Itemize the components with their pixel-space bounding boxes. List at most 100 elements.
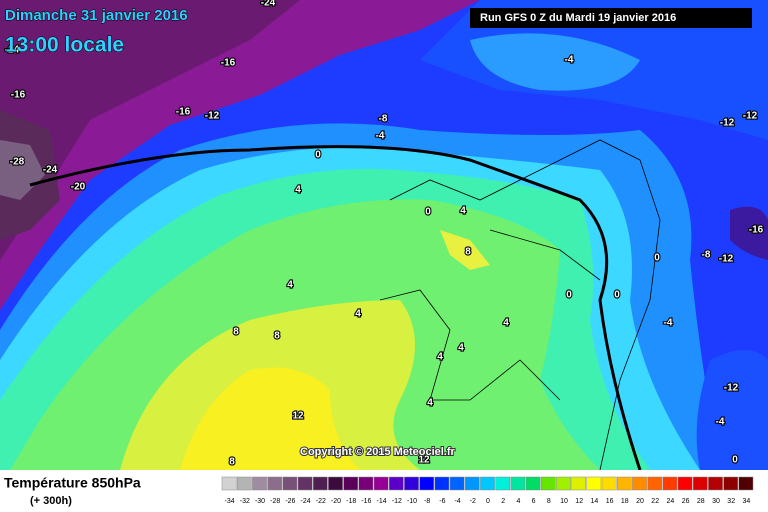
color-scale: -34 -32 -30 -28 -26 -24 -22 -20 -18 -16 -14 -12 -10-… <box>221 476 754 505</box>
contour-label: 12 <box>418 455 430 466</box>
scale-label: 26 <box>682 498 690 505</box>
scale-label: 30 <box>712 498 720 505</box>
date: Dimanche 31 janvier 2016 <box>5 7 188 24</box>
scale-label: -24 <box>301 498 311 505</box>
contour-label: 4 <box>503 318 509 329</box>
scale-swatch <box>252 476 267 491</box>
scale-swatch <box>419 476 435 491</box>
scale-label: -34 <box>225 498 235 505</box>
time: 13:00 locale <box>5 34 124 57</box>
scale-label: 28 <box>697 498 705 505</box>
scale-label: 34 <box>743 498 751 505</box>
contour-label: -16 <box>176 107 191 118</box>
scale-swatch <box>328 476 343 491</box>
scale-swatch <box>221 476 237 491</box>
scale-label: -16 <box>361 498 371 505</box>
scale-label: 32 <box>727 498 735 505</box>
scale-swatch <box>282 476 298 491</box>
contour-label: 4 <box>287 280 293 291</box>
footer-subtitle: (+ 300h) <box>30 495 72 507</box>
scale-label: -10 <box>407 498 417 505</box>
contour-label: -24 <box>261 0 276 9</box>
scale-swatch <box>464 476 480 491</box>
scale-swatch <box>510 476 526 491</box>
scale-swatch <box>525 476 541 491</box>
contour-label: 0 <box>315 150 321 161</box>
contour-label: -24 <box>5 45 20 56</box>
contour-label: 4 <box>427 398 433 409</box>
scale-label: 20 <box>636 498 644 505</box>
contour-label: -16 <box>221 58 236 69</box>
scale-swatch <box>586 476 602 491</box>
scale-label: -22 <box>316 498 326 505</box>
scale-swatch <box>616 476 632 491</box>
scale-label: -32 <box>240 498 250 505</box>
scale-swatch <box>571 476 587 491</box>
contour-label: 8 <box>229 457 235 468</box>
contour-label: 0 <box>614 290 620 301</box>
scale-label: -6 <box>439 498 445 505</box>
scale-swatch <box>480 476 495 491</box>
scale-label: 10 <box>560 498 568 505</box>
scale-label: 4 <box>516 498 520 505</box>
scale-swatch <box>236 476 252 491</box>
contour-label: -12 <box>719 254 734 265</box>
contour-label: 4 <box>458 343 464 354</box>
scale-swatch <box>297 476 313 491</box>
scale-swatch <box>677 476 693 491</box>
contour-label: -28 <box>10 157 25 168</box>
contour-labels: -24 -16 -28 -24 -20 -16 -12 -16 -24 -8 -4 0 4 4 0 8 4 4 8 8… <box>4 0 765 469</box>
scale-swatch <box>632 476 647 491</box>
run-info: Run GFS 0 Z du Mardi 19 janvier 2016 <box>480 12 676 24</box>
scale-label: -14 <box>377 498 387 505</box>
scale-swatch <box>404 476 419 491</box>
contour-label: -12 <box>205 111 220 122</box>
contour-label: -8 <box>702 250 711 261</box>
scale-label: 24 <box>667 498 675 505</box>
contour-label: -16 <box>11 90 26 101</box>
contour-label: 8 <box>274 331 280 342</box>
scale-label: -20 <box>331 498 341 505</box>
contour-label: 4 <box>295 185 301 196</box>
contour-label: -4 <box>664 318 673 329</box>
scale-swatch <box>738 476 754 491</box>
contour-label: -4 <box>565 55 574 66</box>
scale-swatch <box>692 476 708 491</box>
scale-label: 22 <box>651 498 659 505</box>
scale-label: -28 <box>270 498 280 505</box>
scale-label: 0 <box>486 498 490 505</box>
footer-title: Température 850hPa <box>4 475 141 491</box>
scale-swatch <box>343 476 359 491</box>
contour-label: 4 <box>355 309 361 320</box>
scale-label: 12 <box>575 498 583 505</box>
scale-label: -30 <box>255 498 265 505</box>
contour-label: -24 <box>43 165 58 176</box>
temperature-field <box>0 0 768 471</box>
scale-label: -12 <box>392 498 402 505</box>
scale-swatch <box>373 476 389 491</box>
contour-label: -8 <box>379 114 388 125</box>
scale-label: 16 <box>606 498 614 505</box>
scale-swatch <box>662 476 678 491</box>
scale-swatch <box>708 476 723 491</box>
copyright: Copyright © 2015 Meteociel.fr <box>300 446 456 458</box>
contour-label: 0 <box>425 207 431 218</box>
scale-label: -4 <box>454 498 460 505</box>
contour-label: 8 <box>233 327 239 338</box>
scale-label: -18 <box>346 498 356 505</box>
contour-label: 4 <box>460 206 466 217</box>
scale-swatch <box>495 476 511 491</box>
scale-swatch <box>449 476 465 491</box>
contour-label: 8 <box>465 247 471 258</box>
scale-label: 8 <box>547 498 551 505</box>
contour-label: 4 <box>437 352 443 363</box>
contour-label: -4 <box>376 131 385 142</box>
contour-label: -12 <box>724 383 739 394</box>
contour-label: 0 <box>566 290 572 301</box>
contour-label: -20 <box>71 182 86 193</box>
contour-label: 12 <box>292 411 304 422</box>
scale-label: 14 <box>591 498 599 505</box>
contour-label: -4 <box>716 417 725 428</box>
